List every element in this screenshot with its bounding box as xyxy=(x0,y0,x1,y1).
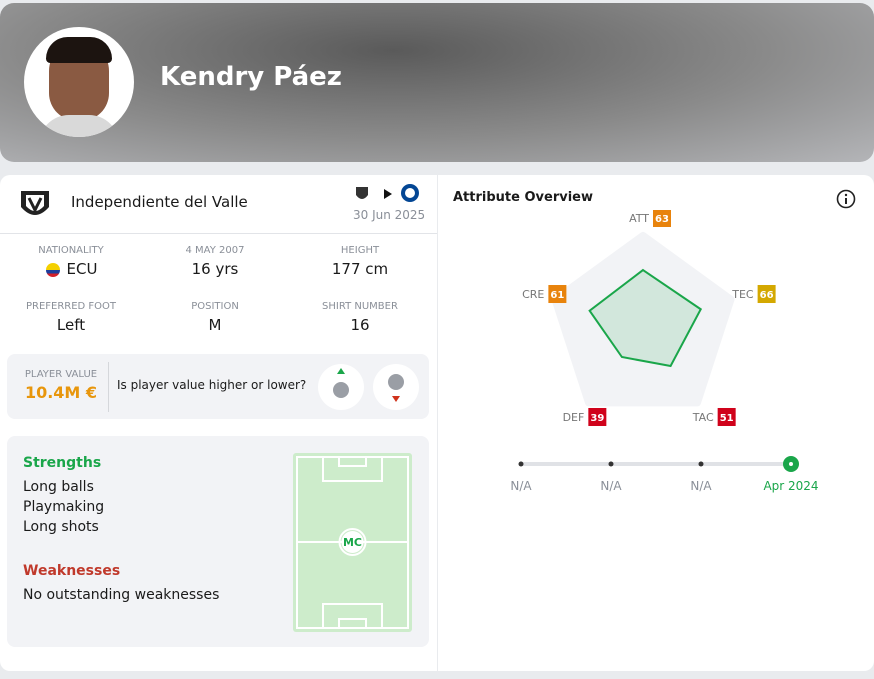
vote-buttons[interactable] xyxy=(316,362,424,412)
attribute-badge xyxy=(717,407,736,426)
avatar xyxy=(24,27,134,137)
weakness: No outstanding weaknesses xyxy=(23,587,220,603)
value-label: PLAYER VALUE xyxy=(24,369,98,380)
timeline-dot[interactable] xyxy=(608,461,614,467)
pitch-position: MC xyxy=(343,536,362,549)
attribute-badge xyxy=(757,285,776,304)
transfer-icons xyxy=(356,184,419,202)
shirt-label: SHIRT NUMBER xyxy=(322,301,398,312)
timeline-label: N/A xyxy=(600,479,622,493)
player-name: Kendry Páez xyxy=(160,62,342,92)
club-logo xyxy=(21,191,49,215)
attribute-badge xyxy=(588,407,607,426)
nationality: ECU xyxy=(66,260,98,278)
info-button[interactable] xyxy=(836,189,856,209)
value-question: Is player value higher or lower? xyxy=(117,378,307,392)
header xyxy=(0,3,874,162)
strength: Long balls xyxy=(23,479,94,495)
attribute-value: 51 xyxy=(720,413,734,424)
age: 16 yrs xyxy=(191,260,239,278)
position-label: POSITION xyxy=(191,301,239,312)
timeline-dot[interactable] xyxy=(518,461,524,467)
attribute-value: 66 xyxy=(760,290,774,301)
timeline-label: Apr 2024 xyxy=(763,479,818,493)
attribute-name: TEC xyxy=(731,288,754,301)
attribute-name: TAC xyxy=(692,411,714,424)
timeline-label: N/A xyxy=(510,479,532,493)
shirt: 16 xyxy=(350,316,370,334)
radar-chart: 63 ATT 66 TEC 51 TAC 39 DEF 61 CRE N/A N/A N/A Apr 20… xyxy=(510,210,819,493)
strength: Long shots xyxy=(23,519,99,535)
transfer-date: 30 Jun 2025 xyxy=(353,208,426,222)
timeline-dot[interactable] xyxy=(698,461,704,467)
attribute-value: 63 xyxy=(655,214,669,225)
foot: Left xyxy=(56,316,86,334)
timeline-dot-inner xyxy=(789,462,793,466)
flag xyxy=(46,263,60,277)
foot-label: PREFERRED FOOT xyxy=(25,301,117,312)
pitch: MC xyxy=(293,453,412,632)
attribute-name: CRE xyxy=(522,288,544,301)
height: 177 cm xyxy=(331,260,389,278)
attribute-name: ATT xyxy=(629,212,649,225)
attribute-value: 39 xyxy=(590,413,604,424)
strength: Playmaking xyxy=(23,499,105,515)
attribute-value: 61 xyxy=(550,290,564,301)
value-amount: 10.4M € xyxy=(24,383,98,402)
club-name: Independiente del Valle xyxy=(71,193,248,211)
radar-area xyxy=(588,268,703,368)
divider xyxy=(108,362,109,412)
strengths-title: Strengths xyxy=(23,455,102,471)
timeline-label: N/A xyxy=(690,479,712,493)
birth-date: 4 MAY 2007 xyxy=(185,245,245,256)
attributes-title: Attribute Overview xyxy=(453,190,593,205)
height-label: HEIGHT xyxy=(340,245,380,256)
attribute-name: DEF xyxy=(563,411,585,424)
weaknesses-title: Weaknesses xyxy=(23,563,121,579)
attribute-badge xyxy=(653,210,671,227)
attribute-badge xyxy=(548,285,567,304)
nationality-label: NATIONALITY xyxy=(38,245,104,256)
radar-background xyxy=(551,232,735,407)
divider xyxy=(0,233,437,234)
position: M xyxy=(208,316,222,334)
